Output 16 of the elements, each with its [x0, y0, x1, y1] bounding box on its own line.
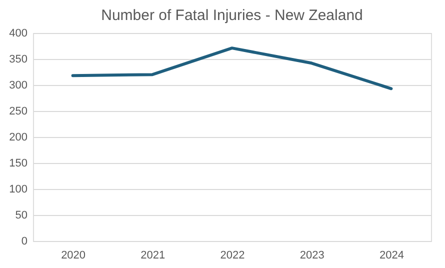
x-tick-label: 2020: [61, 250, 86, 262]
y-tick-label: 50: [15, 210, 28, 222]
x-tick-label: 2022: [220, 250, 245, 262]
y-tick-label: 400: [9, 28, 28, 40]
y-tick-label: 350: [9, 54, 28, 66]
y-tick-label: 300: [9, 80, 28, 92]
line-series: [71, 46, 393, 90]
y-tick-label: 150: [9, 158, 28, 170]
x-tick-label: 2021: [140, 250, 166, 262]
y-tick-label: 0: [21, 236, 28, 248]
chart-title: Number of Fatal Injuries - New Zealand: [101, 7, 363, 24]
x-tick-label: 2023: [300, 250, 324, 262]
y-tick-label: 100: [9, 184, 28, 196]
y-tick-label: 250: [9, 106, 28, 118]
y-tick-label: 200: [9, 132, 28, 144]
x-tick-label: 2024: [379, 250, 404, 262]
